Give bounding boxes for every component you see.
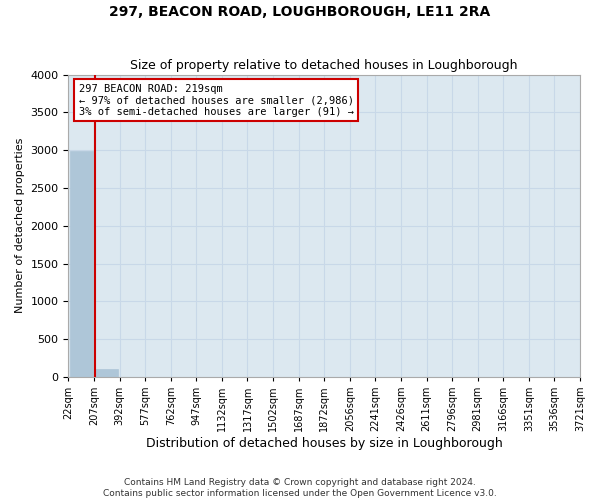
Text: Contains HM Land Registry data © Crown copyright and database right 2024.
Contai: Contains HM Land Registry data © Crown c… xyxy=(103,478,497,498)
Title: Size of property relative to detached houses in Loughborough: Size of property relative to detached ho… xyxy=(130,59,518,72)
Text: 297 BEACON ROAD: 219sqm
← 97% of detached houses are smaller (2,986)
3% of semi-: 297 BEACON ROAD: 219sqm ← 97% of detache… xyxy=(79,84,353,117)
Text: 297, BEACON ROAD, LOUGHBOROUGH, LE11 2RA: 297, BEACON ROAD, LOUGHBOROUGH, LE11 2RA xyxy=(109,5,491,19)
Bar xyxy=(95,370,118,377)
X-axis label: Distribution of detached houses by size in Loughborough: Distribution of detached houses by size … xyxy=(146,437,503,450)
Y-axis label: Number of detached properties: Number of detached properties xyxy=(15,138,25,314)
Bar xyxy=(70,151,93,377)
